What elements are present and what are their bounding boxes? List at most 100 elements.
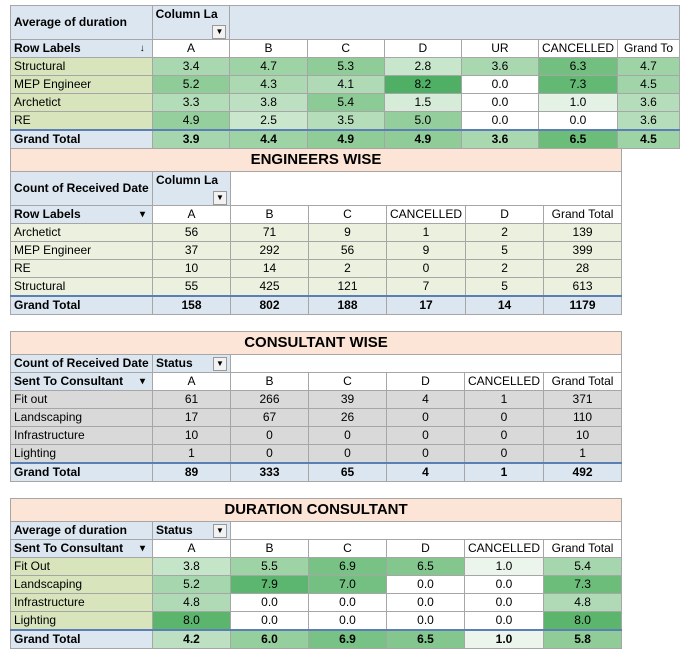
table-row: Infrastructure 10 0 0 0 0 10 bbox=[10, 426, 623, 445]
table-cell: 0.0 bbox=[460, 75, 540, 94]
row-labels-field[interactable]: Sent To Consultant ▾ bbox=[10, 539, 153, 558]
total-cell: 6.9 bbox=[308, 629, 387, 649]
grand-total-row: Grand Total 89 333 65 4 1 492 bbox=[10, 462, 623, 482]
filter-icon[interactable]: ▾ bbox=[139, 376, 145, 387]
row-label: Structural bbox=[10, 57, 153, 76]
table-cell: 10 bbox=[152, 259, 231, 278]
table-cell: 0.0 bbox=[463, 593, 545, 612]
row-label: Infrastructure bbox=[10, 426, 153, 445]
column-header: B bbox=[230, 539, 309, 558]
table-row: Infrastructure 4.8 0.0 0.0 0.0 0.0 4.8 bbox=[10, 593, 623, 612]
section-title: DURATION CONSULTANT bbox=[9, 498, 623, 522]
column-header: B bbox=[230, 205, 309, 224]
column-header: CANCELLED bbox=[463, 372, 545, 391]
filter-icon[interactable]: ▼ bbox=[212, 25, 227, 39]
row-label: Infrastructure bbox=[10, 593, 153, 612]
table-cell: 5 bbox=[465, 277, 545, 297]
table-cell: 5.5 bbox=[230, 557, 309, 576]
table-cell: 4.7 bbox=[229, 57, 308, 76]
table-cell: 2.5 bbox=[229, 111, 308, 131]
table-cell: 0 bbox=[308, 426, 387, 445]
total-cell: 17 bbox=[385, 295, 467, 315]
table-cell: 0 bbox=[308, 444, 387, 464]
total-cell: 4.9 bbox=[383, 129, 462, 149]
table-cell: 399 bbox=[543, 241, 623, 260]
table-cell: 1.5 bbox=[383, 93, 462, 112]
filter-icon[interactable]: ▾ bbox=[139, 543, 145, 554]
table-cell: 4.5 bbox=[617, 75, 680, 94]
table-cell: 0.0 bbox=[308, 593, 387, 612]
table-cell: 0.0 bbox=[386, 611, 465, 631]
table-row: Structural 55 425 121 7 5 613 bbox=[10, 277, 623, 297]
table-cell: 4.8 bbox=[543, 593, 623, 612]
row-label: Structural bbox=[10, 277, 153, 297]
table-cell: 2 bbox=[465, 259, 545, 278]
duration-pivot-table: Average of duration Column La ▼ Row Label… bbox=[10, 5, 680, 149]
table-cell: 0.0 bbox=[386, 575, 465, 594]
pivot-corner-label: Count of Received Date bbox=[10, 171, 153, 206]
column-labels-field[interactable]: Column La ▼ bbox=[152, 171, 231, 206]
table-cell: 5.0 bbox=[383, 111, 462, 131]
filter-icon[interactable]: ▾ bbox=[139, 209, 145, 220]
column-header: CANCELLED bbox=[537, 39, 619, 58]
table-cell: 37 bbox=[152, 241, 231, 260]
pivot-corner-label: Average of duration bbox=[10, 5, 153, 40]
grand-total-row: Grand Total 3.9 4.4 4.9 4.9 3.6 6.5 4.5 bbox=[10, 129, 680, 149]
table-cell: 56 bbox=[152, 223, 231, 242]
row-label: Grand Total bbox=[10, 129, 153, 149]
total-cell: 3.6 bbox=[460, 129, 540, 149]
table-cell: 8.2 bbox=[383, 75, 462, 94]
row-label: Grand Total bbox=[10, 629, 153, 649]
filter-icon[interactable]: ▼ bbox=[213, 524, 227, 538]
column-header: C bbox=[308, 205, 387, 224]
row-labels-field[interactable]: Row Labels ↓ bbox=[10, 39, 153, 58]
total-cell: 492 bbox=[543, 462, 623, 482]
table-cell: 7.3 bbox=[543, 575, 623, 594]
table-cell: 5 bbox=[465, 241, 545, 260]
table-cell: 10 bbox=[543, 426, 623, 445]
total-cell: 158 bbox=[152, 295, 231, 315]
row-label: Fit Out bbox=[10, 557, 153, 576]
table-row: Archetict 3.3 3.8 5.4 1.5 0.0 1.0 3.6 bbox=[10, 93, 680, 112]
grand-total-row: Grand Total 158 802 188 17 14 1179 bbox=[10, 295, 623, 315]
duration-consultant-table: DURATION CONSULTANT Average of duration … bbox=[9, 498, 623, 649]
total-cell: 1.0 bbox=[463, 629, 545, 649]
table-cell: 0.0 bbox=[308, 611, 387, 631]
status-field[interactable]: Status ▼ bbox=[152, 521, 231, 540]
status-field[interactable]: Status ▼ bbox=[152, 354, 231, 373]
row-labels-field[interactable]: Sent To Consultant ▾ bbox=[10, 372, 153, 391]
total-cell: 4.5 bbox=[617, 129, 680, 149]
total-cell: 1179 bbox=[543, 295, 623, 315]
table-cell: 0.0 bbox=[463, 611, 545, 631]
table-cell: 5.3 bbox=[306, 57, 385, 76]
filter-icon[interactable]: ▼ bbox=[213, 357, 227, 371]
table-cell: 7.0 bbox=[308, 575, 387, 594]
column-labels-field[interactable]: Column La ▼ bbox=[151, 5, 231, 40]
total-cell: 6.5 bbox=[537, 129, 619, 149]
total-cell: 4.9 bbox=[306, 129, 385, 149]
table-cell: 8.0 bbox=[152, 611, 231, 631]
row-label: Landscaping bbox=[10, 575, 153, 594]
table-cell: 3.3 bbox=[151, 93, 231, 112]
column-header: Grand Total bbox=[543, 205, 623, 224]
row-labels-field[interactable]: Row Labels ▾ bbox=[10, 205, 153, 224]
table-cell: 28 bbox=[543, 259, 623, 278]
table-cell: 4.8 bbox=[152, 593, 231, 612]
table-cell: 1 bbox=[543, 444, 623, 464]
table-cell: 0.0 bbox=[537, 111, 619, 131]
table-row: Landscaping 5.2 7.9 7.0 0.0 0.0 7.3 bbox=[10, 575, 623, 594]
pivot-corner-label: Count of Received Date bbox=[10, 354, 153, 373]
row-label: Grand Total bbox=[10, 462, 153, 482]
filter-icon[interactable]: ▼ bbox=[213, 191, 227, 205]
sort-icon[interactable]: ↓ bbox=[139, 43, 145, 54]
table-cell: 17 bbox=[152, 408, 231, 427]
total-cell: 4.2 bbox=[152, 629, 231, 649]
table-row: Lighting 8.0 0.0 0.0 0.0 0.0 8.0 bbox=[10, 611, 623, 631]
column-header: Grand Total bbox=[543, 372, 623, 391]
table-cell: 7.3 bbox=[537, 75, 619, 94]
table-cell: 67 bbox=[230, 408, 309, 427]
table-cell: 4 bbox=[386, 390, 465, 409]
row-label: Archetict bbox=[10, 93, 153, 112]
column-header: A bbox=[152, 539, 231, 558]
table-cell: 371 bbox=[543, 390, 623, 409]
